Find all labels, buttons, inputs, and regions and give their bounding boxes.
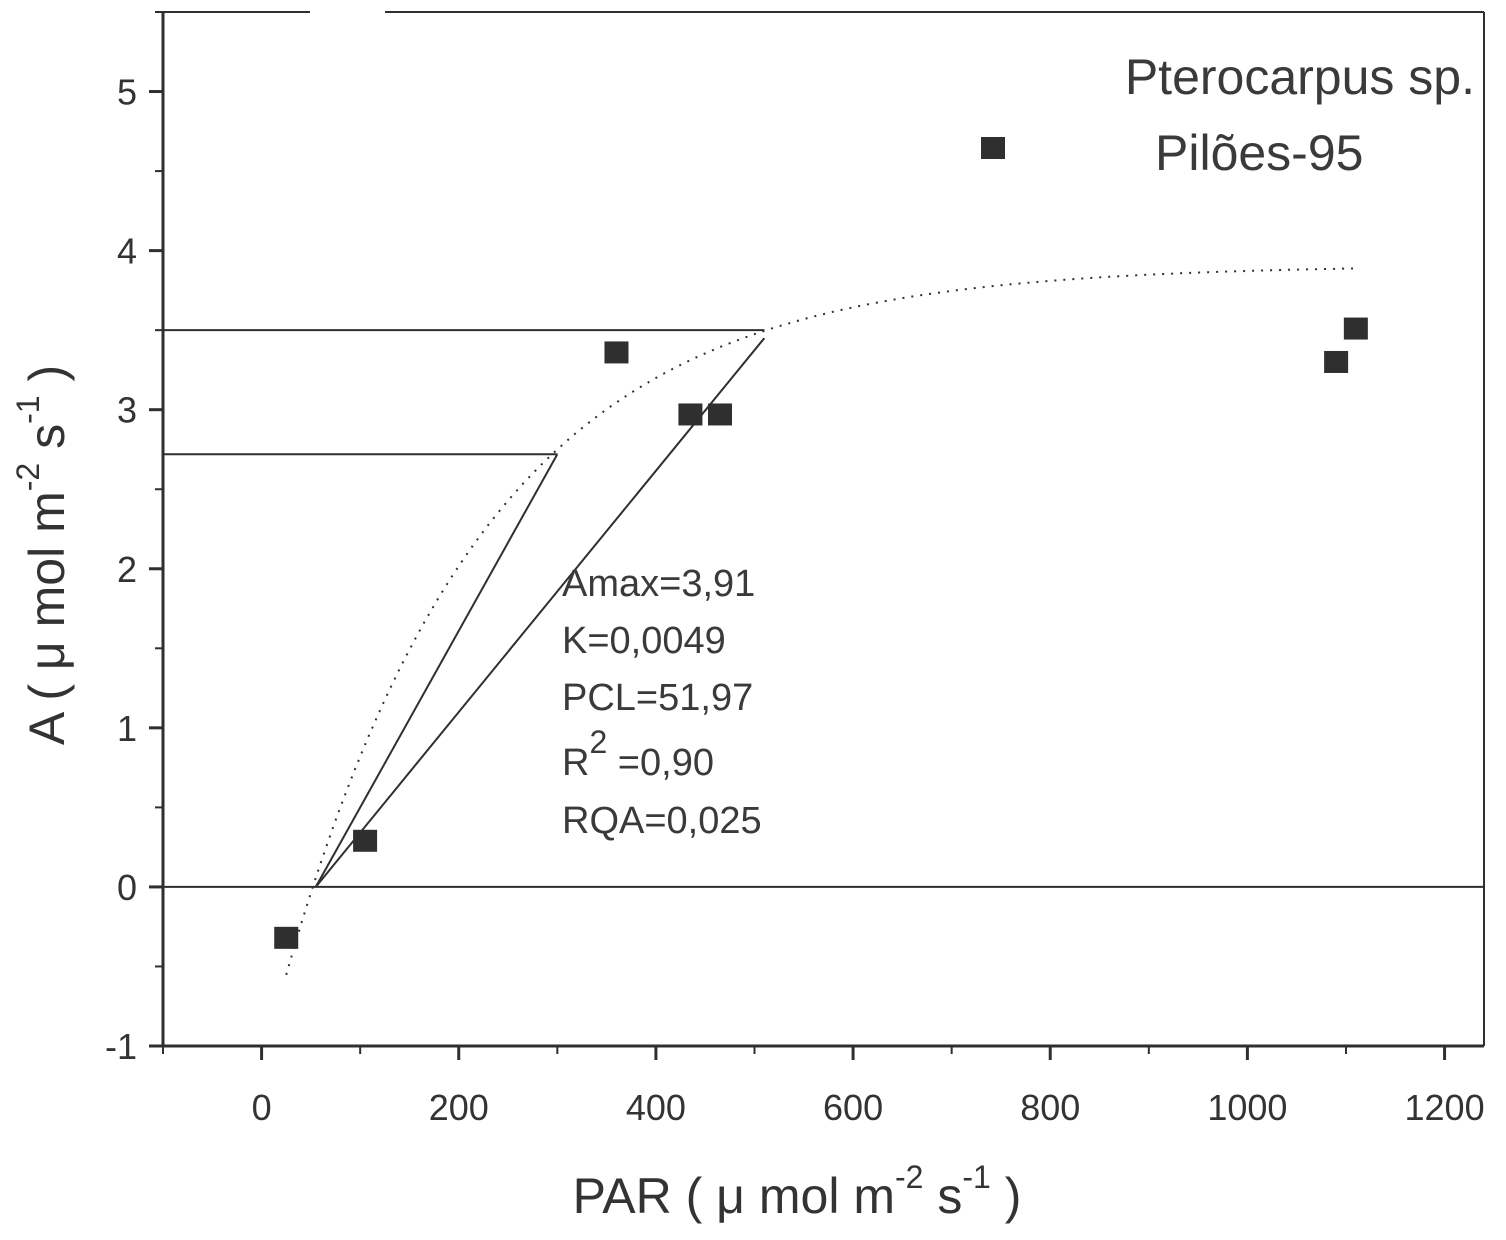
x-tick-label: 800 [1020,1087,1080,1128]
data-point [604,341,629,364]
y-axis-ticks: -1 0 1 2 3 4 5 [105,11,163,1067]
x-tick-label: 400 [626,1087,686,1128]
x-tick-label: 600 [823,1087,883,1128]
data-point [1343,317,1368,340]
x-axis-title: PAR ( μ mol m-2 s-1 ) [573,1159,1022,1224]
x-tick-label: 200 [429,1087,489,1128]
y-tick-label: 1 [117,708,137,749]
x-tick-label: 1000 [1207,1087,1287,1128]
legend-line-2: Pilões-95 [1155,125,1363,181]
reference-lines [163,329,1484,888]
fitted-curve [285,267,1356,976]
legend-line-1: Pterocarpus sp. [1125,49,1475,105]
y-tick-label: 2 [117,549,137,590]
y-axis-title: A ( μ mol m-2 s-1 ) [10,365,75,745]
x-axis-ticks: 0 200 400 600 800 1000 1200 [162,1046,1485,1128]
annotation-rqa: RQA=0,025 [562,800,762,842]
annotation-pcl: PCL=51,97 [562,677,753,719]
data-point [353,829,378,852]
annotation-amax: Amax=3,91 [562,563,755,605]
y-tick-label: 4 [117,231,137,272]
data-point [678,403,703,426]
annotation-k: K=0,0049 [562,620,726,662]
reference-segment [315,337,766,888]
data-point [274,926,299,949]
y-tick-label: 0 [117,867,137,908]
reference-segment [314,453,559,888]
legend-marker [981,137,1005,159]
data-point [707,403,732,426]
data-point [1324,350,1349,373]
y-tick-label: -1 [105,1026,137,1067]
annotation-r2: R2 =0,90 [562,724,714,784]
y-tick-label: 3 [117,390,137,431]
fit-annotations: Amax=3,91 K=0,0049 PCL=51,97 R2 =0,90 RQ… [562,563,762,842]
legend: Pterocarpus sp. Pilões-95 [981,49,1475,181]
plot-frame [161,11,1485,1048]
data-points [274,317,1368,949]
x-tick-label: 1200 [1405,1087,1485,1128]
y-tick-label: 5 [117,72,137,113]
x-tick-label: 0 [252,1087,272,1128]
